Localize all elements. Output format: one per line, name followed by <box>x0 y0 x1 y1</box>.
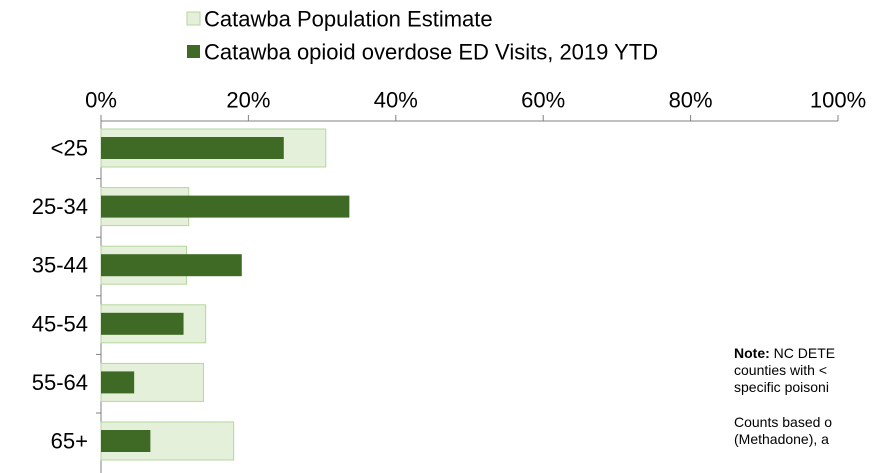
bar-ed-visits-1 <box>101 137 284 159</box>
category-label-1: <25 <box>51 136 88 161</box>
note-line-1: NC DETE <box>769 345 836 361</box>
x-tick-label-5: 80% <box>669 88 713 113</box>
note-line-3: specific poisoni <box>734 379 829 395</box>
category-label-4: 45-54 <box>32 311 88 336</box>
legend-label-2: Catawba opioid overdose ED Visits, 2019 … <box>204 40 658 65</box>
note-line-5: (Methadone), a <box>734 431 829 447</box>
bar-ed-visits-3 <box>101 254 242 277</box>
category-label-3: 35-44 <box>32 253 88 278</box>
legend-swatch-2 <box>187 45 200 58</box>
bar-ed-visits-6 <box>101 430 151 452</box>
note-line-2: counties with < <box>734 362 827 378</box>
x-tick-label-3: 40% <box>374 88 418 113</box>
note-heading: Note: <box>734 345 770 361</box>
bar-ed-visits-4 <box>101 312 184 335</box>
x-tick-label-1: 0% <box>85 88 117 113</box>
legend-swatch-1 <box>186 11 201 26</box>
x-tick-label-6: 100% <box>810 88 866 113</box>
category-label-2: 25-34 <box>32 194 88 219</box>
x-tick-label-4: 60% <box>521 88 565 113</box>
bar-ed-visits-2 <box>101 195 350 218</box>
note-text: Note: NC DETE counties with < specific p… <box>734 345 873 448</box>
category-label-5: 55-64 <box>32 370 88 395</box>
legend-label-1: Catawba Population Estimate <box>204 7 493 32</box>
note-line-4: Counts based o <box>734 414 833 430</box>
x-tick-label-2: 20% <box>226 88 270 113</box>
bar-ed-visits-5 <box>101 371 135 394</box>
category-label-6: 65+ <box>51 429 88 454</box>
